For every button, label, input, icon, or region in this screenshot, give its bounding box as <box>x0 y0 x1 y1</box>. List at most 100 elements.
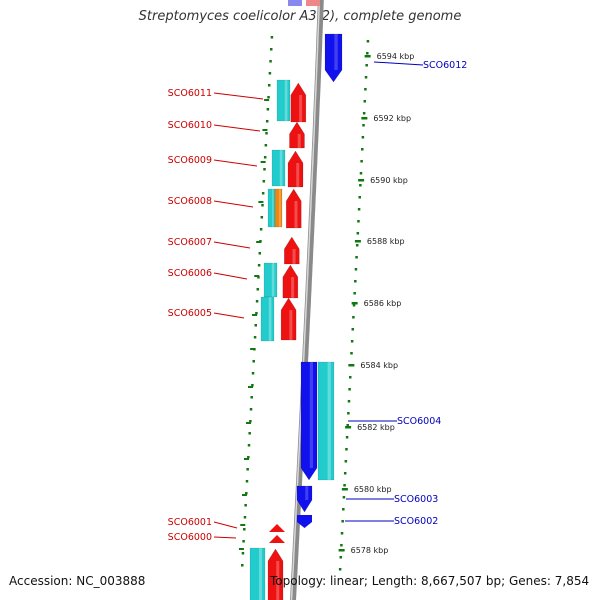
track-tick-left <box>250 348 256 350</box>
scale-tick-label: 6588 kbp <box>367 237 405 246</box>
track-dot-right <box>354 268 358 271</box>
track-dot-left <box>270 36 274 39</box>
forward-gene-box-shade <box>279 150 283 186</box>
forward-gene-box <box>249 547 266 600</box>
track-dot-left <box>260 216 264 219</box>
track-dot-right <box>355 244 359 247</box>
forward-gene-leader <box>213 92 264 100</box>
forward-gene-label: SCO6011 <box>168 88 212 99</box>
forward-gene-leader <box>213 159 258 167</box>
track-dot-left <box>261 204 264 207</box>
track-dot-right <box>341 520 344 523</box>
forward-gene-label: SCO6010 <box>168 120 212 131</box>
scale-tick-label: 6590 kbp <box>370 176 408 185</box>
forward-cds-arrow <box>284 236 300 265</box>
forward-gene-leader <box>213 312 245 319</box>
scale-tick-label: 6586 kbp <box>364 299 402 308</box>
track-dot-left <box>262 180 266 183</box>
track-dot-left <box>269 60 272 63</box>
track-dot-right <box>362 124 365 127</box>
reverse-cds-arrow-shade <box>334 34 338 70</box>
track-dot-right <box>359 184 362 187</box>
track-dot-left <box>245 480 249 483</box>
track-dot-right <box>366 52 369 55</box>
accession-text: Accession: NC_003888 <box>9 574 146 588</box>
track-dot-left <box>243 516 247 519</box>
other-feature-box <box>274 188 283 228</box>
scale-tick-mark <box>341 488 348 491</box>
reverse-gene-box <box>317 361 335 481</box>
track-dot-left <box>267 96 270 99</box>
track-dot-right <box>353 292 356 295</box>
scale-tick-mark <box>364 55 371 58</box>
backbone-layer <box>289 0 324 600</box>
track-dot-left <box>251 372 255 375</box>
forward-cds-arrow-shade <box>296 163 300 187</box>
forward-gene-box <box>263 262 278 298</box>
track-dot-right <box>362 112 366 115</box>
track-dot-left <box>261 192 265 195</box>
track-dot-left <box>259 228 263 231</box>
scale-tick-mark <box>345 426 352 429</box>
reverse-cds-arrow <box>296 485 313 513</box>
track-dot-right <box>363 100 367 103</box>
forward-gene-box <box>271 149 286 187</box>
track-tick-left <box>248 386 254 388</box>
scale-tick-label: 6584 kbp <box>360 361 398 370</box>
track-dot-left <box>265 120 269 123</box>
forward-cds-arrow-shade <box>292 249 296 264</box>
forward-cds-arrow <box>282 264 299 299</box>
track-dot-left <box>257 264 261 267</box>
feature-layer <box>249 0 343 600</box>
forward-cds-arrow-shade <box>291 277 295 298</box>
forward-cds-arrow-shade <box>289 310 293 340</box>
track-tick-left <box>240 524 246 526</box>
track-dot-right <box>350 340 354 343</box>
track-dot-left <box>246 468 249 471</box>
track-dot-right <box>345 448 348 451</box>
track-dot-right <box>344 460 348 463</box>
forward-gene-label: SCO6007 <box>168 237 212 248</box>
forward-gene-box-shade <box>268 297 272 341</box>
track-dot-left <box>251 384 254 387</box>
track-tick-left <box>254 275 260 277</box>
track-tick-left <box>256 241 262 243</box>
scale-tick-label: 6578 kbp <box>351 546 389 555</box>
track-dot-left <box>269 48 273 51</box>
forward-cds-arrow <box>269 535 285 543</box>
track-tick-left <box>241 494 247 496</box>
forward-gene-leader <box>213 536 237 539</box>
track-dot-right <box>346 424 349 427</box>
track-dot-left <box>257 276 260 279</box>
track-dot-right <box>338 568 342 571</box>
track-dot-right <box>364 88 367 91</box>
track-dot-left <box>268 72 272 75</box>
track-dot-left <box>245 492 248 495</box>
track-tick-left <box>243 458 249 460</box>
track-dot-right <box>357 208 361 211</box>
track-dot-left <box>253 336 257 339</box>
track-dot-right <box>339 556 343 559</box>
scale-tick-label: 6580 kbp <box>354 485 392 494</box>
track-dot-left <box>263 156 267 159</box>
track-dot-left <box>265 132 268 135</box>
forward-cds-arrow <box>289 121 305 149</box>
track-dot-right <box>340 532 344 535</box>
track-dot-right <box>366 40 370 43</box>
scale-tick-mark <box>361 117 368 120</box>
track-dot-right <box>343 484 346 487</box>
track-dot-right <box>359 172 363 175</box>
track-dot-left <box>266 108 270 111</box>
track-dot-left <box>247 444 251 447</box>
scale-tick-mark <box>338 549 345 552</box>
track-dot-right <box>357 220 360 223</box>
track-tick-left <box>260 161 266 163</box>
reverse-gene-label: SCO6012 <box>423 60 467 71</box>
track-dot-right <box>354 280 357 283</box>
forward-gene-box-shade <box>272 189 274 227</box>
track-tick-left <box>238 548 244 550</box>
summary-text: Topology: linear; Length: 8,667,507 bp; … <box>270 574 590 588</box>
forward-gene-box <box>276 79 291 122</box>
reverse-gene-leader <box>373 61 424 66</box>
